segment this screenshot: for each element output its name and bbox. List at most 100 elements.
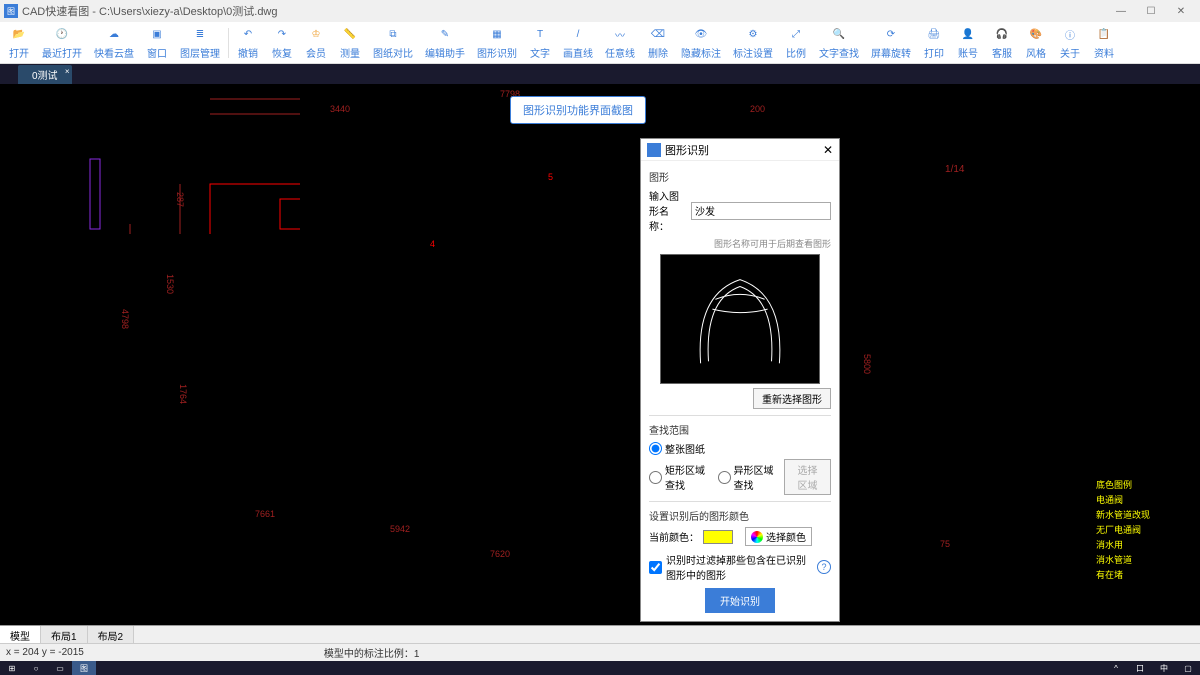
tab-layout1[interactable]: 布局1 xyxy=(41,626,88,643)
start-recognition-button[interactable]: 开始识别 xyxy=(705,588,775,613)
tool-vip[interactable]: ♔会员 xyxy=(299,24,333,62)
tab-close-icon[interactable]: × xyxy=(65,67,70,76)
section-label: 图形 xyxy=(649,169,831,184)
dim-value: 4798 xyxy=(120,309,130,329)
dim-value: 75 xyxy=(940,539,950,549)
shape-name-input[interactable] xyxy=(691,202,831,220)
legend-item: 消水用 xyxy=(1096,538,1150,551)
style-icon: 🎨 xyxy=(1027,26,1045,44)
tool-layers[interactable]: ≣图层管理 xyxy=(174,24,226,62)
dim-value: 7661 xyxy=(255,509,275,519)
reselect-button[interactable]: 重新选择图形 xyxy=(753,388,831,409)
tool-style[interactable]: 🎨风格 xyxy=(1019,24,1053,62)
drawing-canvas[interactable]: 7798 3440 200 287 1530 4798 1764 7661 59… xyxy=(0,84,1200,643)
tool-hide[interactable]: 👁隐藏标注 xyxy=(675,24,727,62)
maximize-button[interactable]: ☐ xyxy=(1136,1,1166,21)
dim-value: 7620 xyxy=(490,549,510,559)
redo-icon: ↷ xyxy=(273,26,291,44)
task-search[interactable]: ○ xyxy=(24,661,48,675)
tool-measure[interactable]: 📏测量 xyxy=(333,24,367,62)
erase-icon: ⌫ xyxy=(649,26,667,44)
dialog-title: 图形识别 xyxy=(665,142,709,158)
tool-scale[interactable]: ⤢比例 xyxy=(779,24,813,62)
tool-undo[interactable]: ↶撤销 xyxy=(231,24,265,62)
radio-label: 整张图纸 xyxy=(665,441,705,456)
scope-poly-radio[interactable] xyxy=(718,471,731,484)
dialog-titlebar: 图形识别 ✕ xyxy=(641,139,839,161)
recent-icon: 🕐 xyxy=(53,26,71,44)
tool-polyline[interactable]: 〰任意线 xyxy=(599,24,641,62)
filter-checkbox[interactable] xyxy=(649,561,662,574)
tool-recognize[interactable]: ▦图形识别 xyxy=(471,24,523,62)
checkbox-label: 识别时过滤掉那些包含在已识别图形中的图形 xyxy=(666,552,813,582)
tool-rotate[interactable]: ⟳屏幕旋转 xyxy=(865,24,917,62)
tab-model[interactable]: 模型 xyxy=(0,626,41,643)
scope-rect-radio[interactable] xyxy=(649,471,662,484)
dim-value: 1530 xyxy=(165,274,175,294)
tool-line[interactable]: /画直线 xyxy=(557,24,599,62)
legend-item: 无厂电通阀 xyxy=(1096,523,1150,536)
polyline-icon: 〰 xyxy=(611,26,629,44)
tool-support[interactable]: 🎧客服 xyxy=(985,24,1019,62)
choose-color-button[interactable]: 选择颜色 xyxy=(745,527,812,546)
tool-edit[interactable]: ✎编辑助手 xyxy=(419,24,471,62)
tool-recent[interactable]: 🕐最近打开 xyxy=(36,24,88,62)
dim-value: 5800 xyxy=(862,354,872,374)
select-area-button[interactable]: 选择区域 xyxy=(784,459,831,495)
legend-item: 消水管道 xyxy=(1096,553,1150,566)
dialog-icon xyxy=(647,143,661,157)
task-cad-app[interactable]: 图 xyxy=(72,661,96,675)
name-label: 输入图形名称： xyxy=(649,188,687,233)
legend-panel: 底色图例电通阀新水管道改现无厂电通阀消水用消水管道有在堵 xyxy=(1096,478,1150,583)
legend-item: 底色图例 xyxy=(1096,478,1150,491)
dialog-close-button[interactable]: ✕ xyxy=(823,143,833,157)
fraction: 1/14 xyxy=(945,164,964,175)
tool-docs[interactable]: 📋资料 xyxy=(1087,24,1121,62)
app-icon: 图 xyxy=(4,4,18,18)
tool-window[interactable]: ▣窗口 xyxy=(140,24,174,62)
window-controls: — ☐ ✕ xyxy=(1106,1,1196,21)
tool-erase[interactable]: ⌫删除 xyxy=(641,24,675,62)
tray-ime-icon[interactable]: 口 xyxy=(1128,661,1152,675)
close-button[interactable]: ✕ xyxy=(1166,1,1196,21)
color-swatch xyxy=(703,530,733,544)
minimize-button[interactable]: — xyxy=(1106,1,1136,21)
tray-ime2-icon[interactable]: 中 xyxy=(1152,661,1176,675)
statusbar: x = 204 y = -2015 模型中的标注比例：1 xyxy=(0,643,1200,661)
scope-whole-radio[interactable] xyxy=(649,442,662,455)
legend-item: 新水管道改现 xyxy=(1096,508,1150,521)
tool-compare[interactable]: ⧉图纸对比 xyxy=(367,24,419,62)
tool-dim-set[interactable]: ⚙标注设置 xyxy=(727,24,779,62)
dim-value: 5942 xyxy=(390,524,410,534)
help-icon[interactable]: ? xyxy=(817,560,831,574)
layout-tabs: 模型 布局1 布局2 xyxy=(0,625,1200,643)
start-button[interactable]: ⊞ xyxy=(0,661,24,675)
status-info: 模型中的标注比例：1 xyxy=(324,645,420,660)
task-explorer[interactable]: ▭ xyxy=(48,661,72,675)
titlebar: 图 CAD快速看图 - C:\Users\xiezy-a\Desktop\0测试… xyxy=(0,0,1200,22)
tool-folder[interactable]: 📂打开 xyxy=(2,24,36,62)
legend-item: 有在堵 xyxy=(1096,568,1150,581)
tool-redo[interactable]: ↷恢复 xyxy=(265,24,299,62)
tray-notif-icon[interactable]: ▢ xyxy=(1176,661,1200,675)
scale-icon: ⤢ xyxy=(787,26,805,44)
tool-account[interactable]: 👤账号 xyxy=(951,24,985,62)
tool-text[interactable]: T文字 xyxy=(523,24,557,62)
app-title: CAD快速看图 - C:\Users\xiezy-a\Desktop\0测试.d… xyxy=(22,3,278,19)
text-icon: T xyxy=(531,26,549,44)
legend-item: 电通阀 xyxy=(1096,493,1150,506)
recognize-icon: ▦ xyxy=(488,26,506,44)
document-tabbar: 0测试 × xyxy=(0,64,1200,84)
shape-preview xyxy=(660,254,820,384)
tab-layout2[interactable]: 布局2 xyxy=(88,626,135,643)
tool-find[interactable]: 🔍文字查找 xyxy=(813,24,865,62)
main-toolbar: 📂打开🕐最近打开☁快看云盘▣窗口≣图层管理↶撤销↷恢复♔会员📏测量⧉图纸对比✎编… xyxy=(0,22,1200,64)
color-label: 当前颜色： xyxy=(649,529,699,544)
document-tab[interactable]: 0测试 × xyxy=(18,65,72,84)
edit-icon: ✎ xyxy=(436,26,454,44)
radio-label: 异形区域查找 xyxy=(734,462,778,492)
tool-print[interactable]: 🖨打印 xyxy=(917,24,951,62)
tray-up-icon[interactable]: ^ xyxy=(1104,661,1128,675)
tool-cloud[interactable]: ☁快看云盘 xyxy=(88,24,140,62)
tool-about[interactable]: ⓘ关于 xyxy=(1053,24,1087,62)
